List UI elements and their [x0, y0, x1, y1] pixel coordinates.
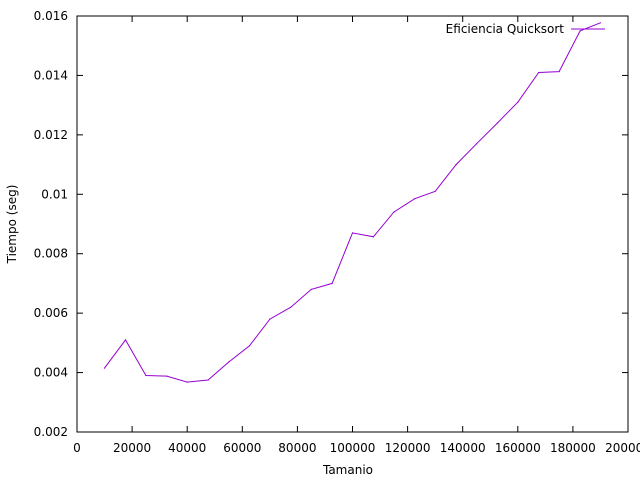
data-point [351, 232, 354, 234]
y-tick-label: 0.004 [34, 366, 68, 380]
x-axis: 0 20000 40000 60000 80000 100000 120000 140000 1… [73, 16, 640, 455]
data-point [269, 318, 271, 320]
data-point [475, 143, 478, 145]
data-point [310, 288, 312, 290]
data-point [496, 122, 498, 124]
y-axis: 0.002 0.004 0.006 0.008 0.01 0.012 0.014 0.016 [34, 9, 628, 439]
y-tick-label: 0.006 [34, 306, 68, 320]
data-point [103, 367, 106, 369]
y-tick-label: 0.002 [34, 425, 68, 439]
x-tick-label: 80000 [278, 441, 316, 455]
data-point [124, 339, 127, 341]
x-tick-label: 160000 [495, 441, 541, 455]
x-tick-label: 180000 [550, 441, 596, 455]
data-point [372, 236, 374, 238]
y-tick-label: 0.014 [34, 68, 68, 82]
series-line [104, 22, 601, 383]
series-layer [103, 22, 602, 383]
data-point [414, 198, 416, 200]
legend-label: Eficiencia Quicksort [446, 22, 565, 36]
y-axis-label: Tiempo (seg) [5, 185, 19, 265]
y-tick-label: 0.008 [34, 247, 68, 261]
data-point [331, 282, 333, 284]
x-tick-label: 40000 [168, 441, 206, 455]
x-tick-label: 0 [73, 441, 81, 455]
data-point [538, 71, 540, 74]
data-point [517, 101, 519, 103]
x-tick-label: 100000 [330, 441, 376, 455]
x-tick-label: 120000 [385, 441, 431, 455]
data-point [434, 190, 436, 192]
y-tick-label: 0.012 [34, 128, 68, 142]
data-point [290, 306, 292, 308]
data-point [145, 374, 147, 377]
y-tick-label: 0.01 [41, 187, 68, 201]
x-tick-label: 140000 [440, 441, 486, 455]
data-point [579, 30, 581, 32]
x-axis-label: Tamanio [322, 463, 373, 477]
data-point [248, 345, 251, 347]
data-point [599, 22, 602, 24]
x-tick-label: 60000 [223, 441, 261, 455]
data-point [166, 375, 168, 377]
plot-border [76, 15, 629, 433]
x-tick-label: 20000 [113, 441, 151, 455]
data-point [227, 361, 230, 363]
data-point [455, 164, 457, 166]
data-point [558, 71, 560, 73]
y-tick-label: 0.016 [34, 9, 68, 23]
data-point [207, 379, 209, 381]
legend: Eficiencia Quicksort [446, 22, 605, 36]
data-point [186, 381, 188, 383]
data-point [393, 211, 395, 213]
